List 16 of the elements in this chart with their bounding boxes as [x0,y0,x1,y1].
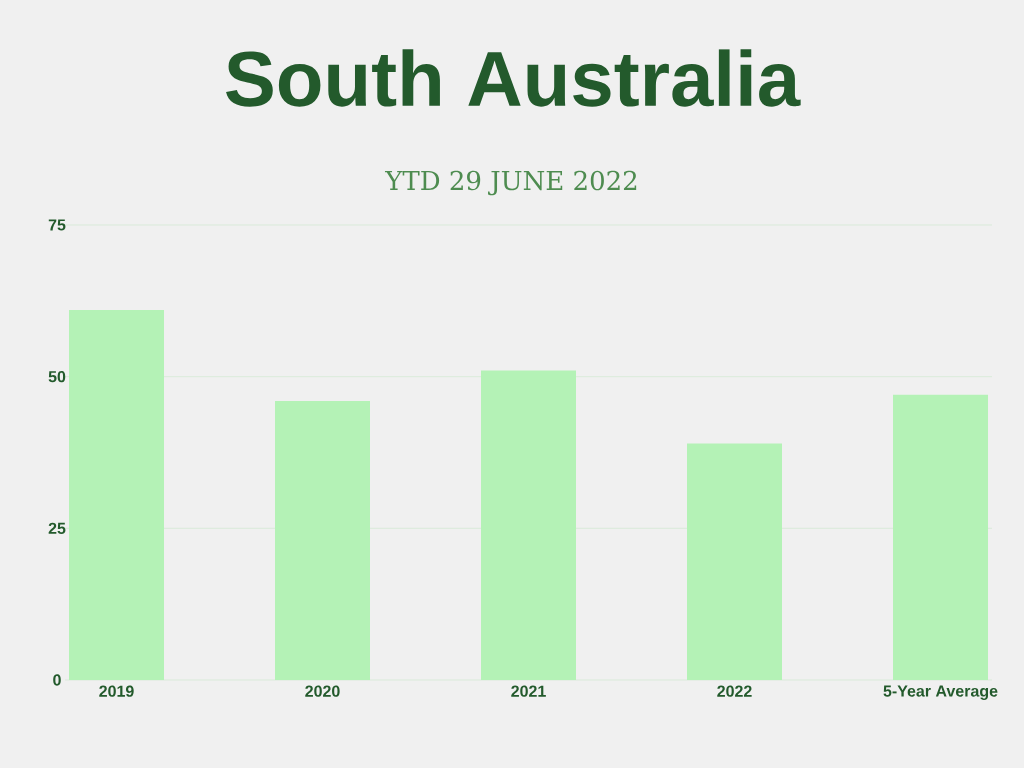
bar [893,394,989,680]
chart-title: South Australia [226,49,801,107]
y-tick-label: 75 [48,219,66,231]
x-tick-label: 2022 [717,685,752,697]
y-tick-label: 0 [53,674,61,686]
bar [275,400,371,680]
bar [69,309,165,680]
bar [687,443,783,680]
x-tick-label: 2020 [305,685,340,697]
bar [481,370,577,680]
x-tick-label: 5-Year Average [883,685,998,700]
x-tick-label: 2019 [99,685,134,697]
x-tick-label: 2021 [511,685,546,697]
y-tick-label: 50 [48,371,66,383]
chart-subtitle: YTD 29 JUNE 2022 [384,170,637,196]
y-tick-label: 25 [48,522,66,534]
